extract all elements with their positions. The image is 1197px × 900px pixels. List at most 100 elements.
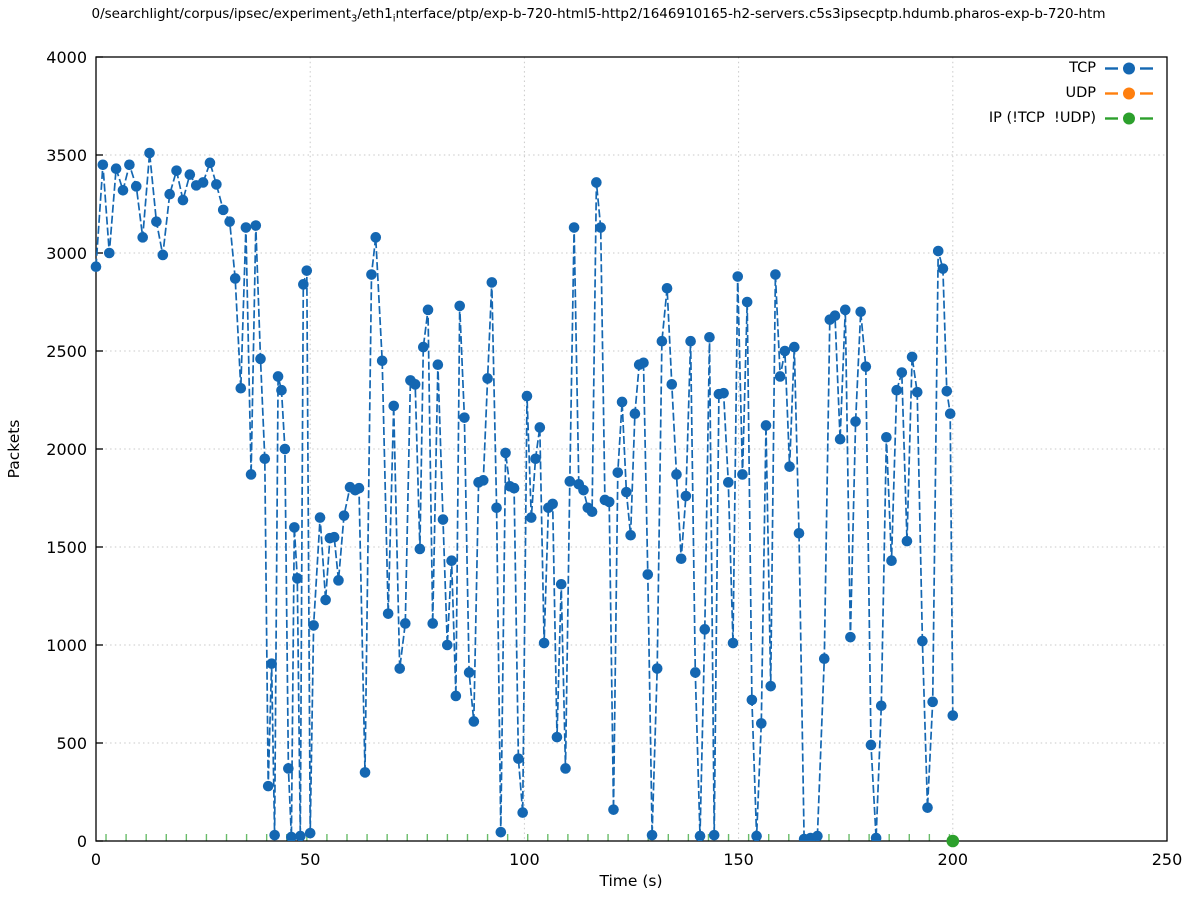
tcp-point [97, 159, 109, 171]
tcp-point [788, 341, 800, 353]
tcp-point [422, 304, 434, 316]
tcp-point [359, 767, 371, 778]
tcp-point [417, 341, 429, 353]
tcp-point [320, 594, 331, 606]
tcp-point [886, 555, 897, 567]
tcp-point [621, 486, 632, 498]
tcp-point [891, 384, 902, 396]
legend-item-udp: UDP [989, 82, 1153, 104]
tcp-point [564, 476, 576, 487]
x-tick-label: 250 [1152, 850, 1183, 869]
tcp-point [338, 510, 350, 521]
tcp-point [595, 222, 606, 233]
title-subscript-3: 3 [351, 13, 358, 25]
tcp-point [944, 408, 956, 420]
tcp-point [941, 385, 953, 397]
tcp-point [513, 753, 524, 764]
tcp-point [454, 300, 466, 312]
tcp-point [855, 306, 866, 318]
tcp-point [276, 384, 287, 396]
tcp-point [870, 832, 882, 841]
tcp-point [459, 412, 470, 423]
tcp-point [704, 331, 715, 343]
tcp-point [229, 273, 241, 284]
tcp-point [446, 555, 457, 567]
tcp-point [932, 245, 944, 257]
y-tick-label: 4000 [46, 48, 87, 67]
tcp-series [90, 147, 959, 841]
legend-sample-ip-icon [1105, 112, 1153, 124]
tcp-point [477, 475, 489, 486]
tcp-point [694, 830, 706, 841]
tcp-point [283, 763, 294, 774]
tcp-point [723, 477, 734, 488]
x-tick-label: 200 [938, 850, 969, 869]
tcp-point [414, 543, 426, 555]
tcp-point [266, 658, 277, 669]
tcp-point [560, 763, 571, 774]
tcp-point [680, 490, 692, 502]
x-axis-label: Time (s) [599, 872, 663, 890]
y-tick-label: 1500 [46, 538, 87, 557]
tcp-point [279, 443, 291, 455]
tcp-point [568, 222, 580, 233]
tcp-point [394, 663, 406, 674]
tcp-point [376, 355, 388, 367]
tcp-point [286, 831, 297, 841]
tcp-point [708, 829, 720, 841]
legend-sample-tcp-icon [1105, 62, 1153, 74]
tcp-point [204, 157, 216, 169]
tcp-point [746, 694, 758, 706]
tcp-point [353, 482, 365, 494]
tcp-point [612, 467, 624, 478]
tcp-point [603, 496, 615, 508]
tcp-point [937, 263, 949, 274]
tcp-point [304, 827, 316, 839]
tcp-point [642, 569, 654, 580]
tcp-point [388, 400, 400, 412]
legend-label-ip: IP (!TCP !UDP) [988, 110, 1096, 126]
tcp-point [333, 575, 344, 586]
title-subscript-i: i [392, 13, 396, 25]
y-tick-label: 2500 [46, 342, 87, 361]
tcp-point [896, 367, 908, 378]
tcp-point [427, 618, 439, 629]
tcp-point [534, 422, 546, 433]
tcp-point [875, 700, 887, 712]
x-tick-label: 150 [723, 850, 754, 869]
legend-item-ip: IP (!TCP !UDP) [989, 107, 1153, 129]
legend-marker [1123, 62, 1135, 74]
tcp-point [530, 453, 541, 465]
tcp-point [927, 696, 938, 708]
tcp-point [177, 194, 189, 206]
tcp-point [917, 635, 928, 647]
tcp-point [646, 829, 658, 841]
tcp-point [555, 578, 567, 590]
tcp-point [184, 169, 196, 180]
tcp-point [259, 453, 271, 465]
tcp-point [468, 716, 480, 727]
tcp-point [314, 512, 326, 523]
tcp-point [845, 631, 856, 643]
tcp-point [675, 553, 687, 565]
title-text-2: /eth1 [357, 6, 393, 22]
tcp-point [638, 357, 649, 369]
tcp-point [400, 618, 411, 629]
y-tick-label: 0 [77, 832, 87, 851]
tcp-point [463, 667, 475, 678]
tcp-point [784, 461, 795, 472]
legend: TCP UDP IP (!TCP !UDP) [989, 57, 1153, 129]
tcp-point [732, 271, 744, 282]
tcp-point [760, 420, 772, 431]
title-text-3: nterface/ptp/exp-b-720-html5-http2/16469… [395, 6, 1106, 22]
tcp-point [774, 371, 786, 382]
tcp-point [947, 710, 959, 721]
tcp-point [538, 637, 550, 649]
tcp-point [834, 433, 846, 445]
tcp-point [608, 804, 619, 815]
tcp-point [441, 639, 453, 651]
tcp-point [629, 408, 641, 420]
tcp-point [812, 830, 823, 841]
x-tick-label: 0 [91, 850, 101, 869]
